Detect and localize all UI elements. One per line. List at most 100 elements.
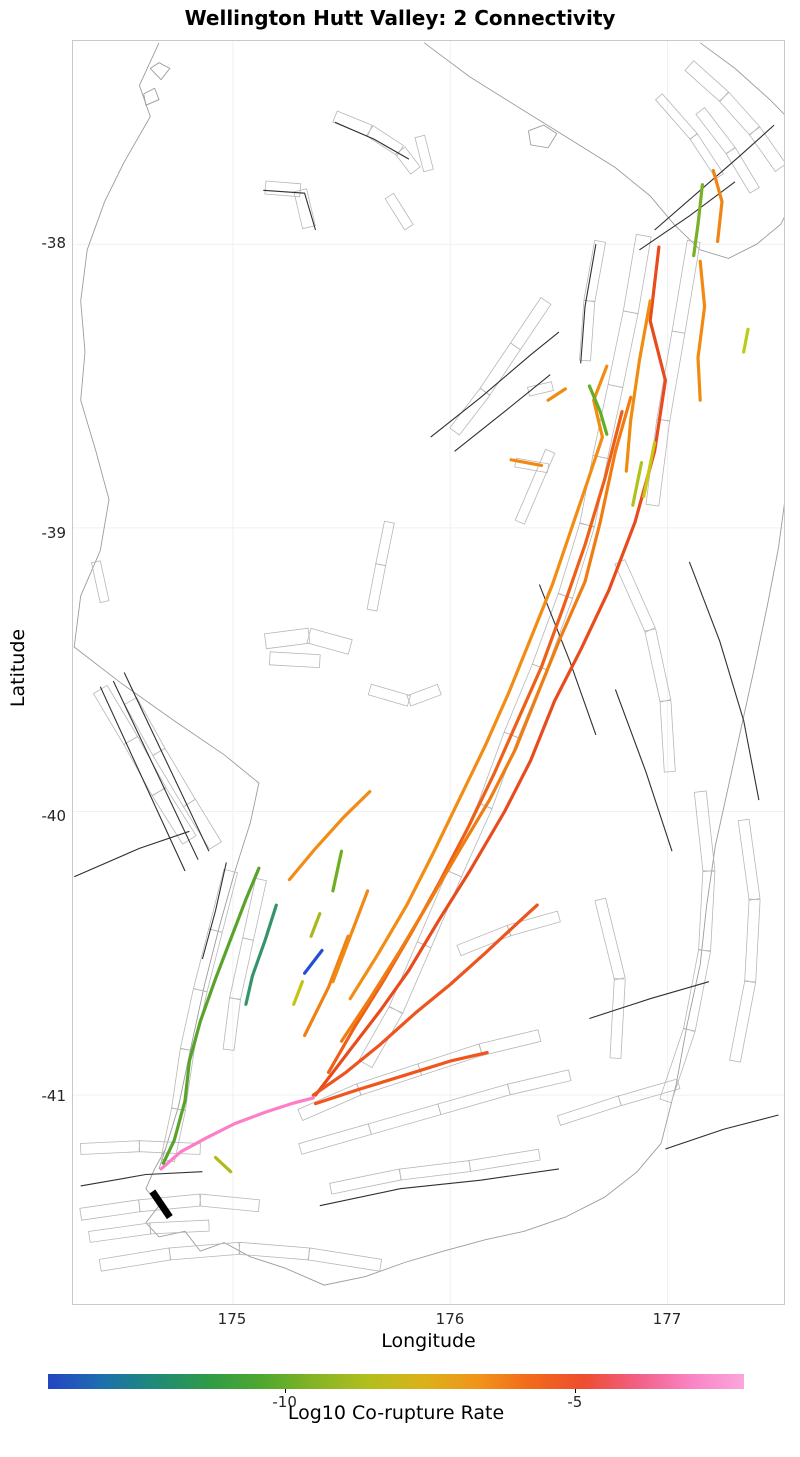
fault-patch <box>729 980 757 1063</box>
fault-patch <box>417 1043 484 1076</box>
fault-patch <box>264 180 302 198</box>
coastline <box>149 62 171 81</box>
fault-trace <box>99 686 186 872</box>
fault-patch <box>609 978 626 1059</box>
fault-patch <box>468 1148 541 1172</box>
fault-patch <box>622 233 652 314</box>
coastline <box>423 42 785 259</box>
rupture-path <box>303 948 324 975</box>
fault-patch <box>358 1005 403 1069</box>
rupture-path <box>313 1050 489 1106</box>
coastline <box>143 87 160 106</box>
rupture-path <box>292 980 304 1006</box>
fault-patch <box>527 381 554 397</box>
fault-patch <box>238 1241 310 1261</box>
x-tick-label-175: 175 <box>217 1310 247 1328</box>
fault-patch <box>479 342 521 396</box>
rupture-path <box>331 849 344 893</box>
fault-patch <box>79 1140 141 1155</box>
fault-patch <box>645 418 671 507</box>
fault-patch <box>737 818 761 901</box>
fault-patch <box>384 192 414 231</box>
gray-fault-chains <box>79 60 785 1272</box>
fault-patch <box>365 125 405 157</box>
fault-patch <box>614 559 656 633</box>
fault-trace <box>538 584 597 736</box>
fault-patch <box>91 560 110 604</box>
fault-patch <box>478 1029 542 1057</box>
colorbar: -10 -5 <box>48 1374 744 1411</box>
fault-trace <box>73 830 190 878</box>
x-axis-label: Longitude <box>381 1330 476 1352</box>
rupture-path <box>546 387 567 402</box>
fault-patch <box>268 651 321 669</box>
map-canvas <box>72 40 785 1305</box>
black-fault-traces <box>73 121 779 1207</box>
rupture-path <box>311 903 539 1097</box>
fault-trace <box>112 680 199 860</box>
rupture-path <box>348 364 609 1001</box>
fault-patch <box>222 997 241 1051</box>
fault-patch <box>171 1048 195 1111</box>
coastline <box>528 124 558 149</box>
fault-patch <box>579 455 609 527</box>
fault-patch <box>447 802 493 878</box>
rupture-path <box>213 1155 233 1174</box>
fault-patch <box>456 924 512 957</box>
fault-patch <box>199 1193 260 1213</box>
rupture-path <box>303 934 350 1038</box>
colorbar-gradient <box>48 1374 744 1389</box>
fault-patch <box>617 1078 681 1107</box>
fault-patch <box>306 627 353 655</box>
rupture-path <box>339 395 633 1043</box>
rupture-path <box>313 245 668 1097</box>
fault-trace <box>319 1168 559 1207</box>
fault-patch <box>514 448 556 525</box>
rupture-path <box>624 299 652 473</box>
fault-patch <box>329 1168 402 1195</box>
fault-trace <box>688 561 760 801</box>
y-axis-label: Latitude <box>7 628 29 708</box>
fault-patch <box>698 870 716 952</box>
y-tick-label-38: -38 <box>41 234 67 252</box>
fault-patch <box>293 188 316 230</box>
fault-patch <box>394 146 421 175</box>
fault-patch <box>437 1083 511 1116</box>
fault-patch <box>594 897 626 981</box>
fault-trace <box>430 331 560 438</box>
colorbar-tick-mark <box>284 1389 286 1393</box>
fault-patch <box>242 877 267 941</box>
fault-trace <box>80 1171 203 1187</box>
fault-patch <box>79 1199 141 1221</box>
fault-patch <box>98 1247 172 1272</box>
fault-patch <box>367 1103 442 1135</box>
rupture-path <box>742 327 750 354</box>
fault-patch <box>297 1083 362 1122</box>
fault-patch <box>695 107 736 155</box>
y-tick-label-39: -39 <box>41 524 67 542</box>
colorbar-tick-label: -5 <box>567 1393 583 1411</box>
fault-patch <box>654 93 698 140</box>
fault-patch <box>88 1222 152 1243</box>
rupture-path <box>587 384 609 436</box>
fault-patch <box>644 628 672 703</box>
fault-patch <box>298 1123 372 1155</box>
chart-title: Wellington Hutt Valley: 2 Connectivity <box>184 6 616 30</box>
coastline <box>660 499 785 1144</box>
rupture-path <box>631 461 644 507</box>
gridlines <box>72 40 785 1305</box>
fault-patch <box>399 1160 471 1181</box>
fault-trace <box>589 981 710 1020</box>
fault-patch <box>607 310 639 388</box>
fault-trace <box>201 862 227 960</box>
fault-patch <box>264 627 311 650</box>
colorbar-label: Log10 Co-rupture Rate <box>287 1402 505 1424</box>
coastlines <box>73 42 785 1286</box>
fault-patch <box>693 790 716 873</box>
coastline <box>145 1143 662 1286</box>
rupture-path <box>331 889 370 984</box>
fault-patch <box>718 91 760 136</box>
fault-trace <box>614 689 673 852</box>
fault-patch <box>659 700 676 773</box>
fault-trace <box>454 374 551 452</box>
